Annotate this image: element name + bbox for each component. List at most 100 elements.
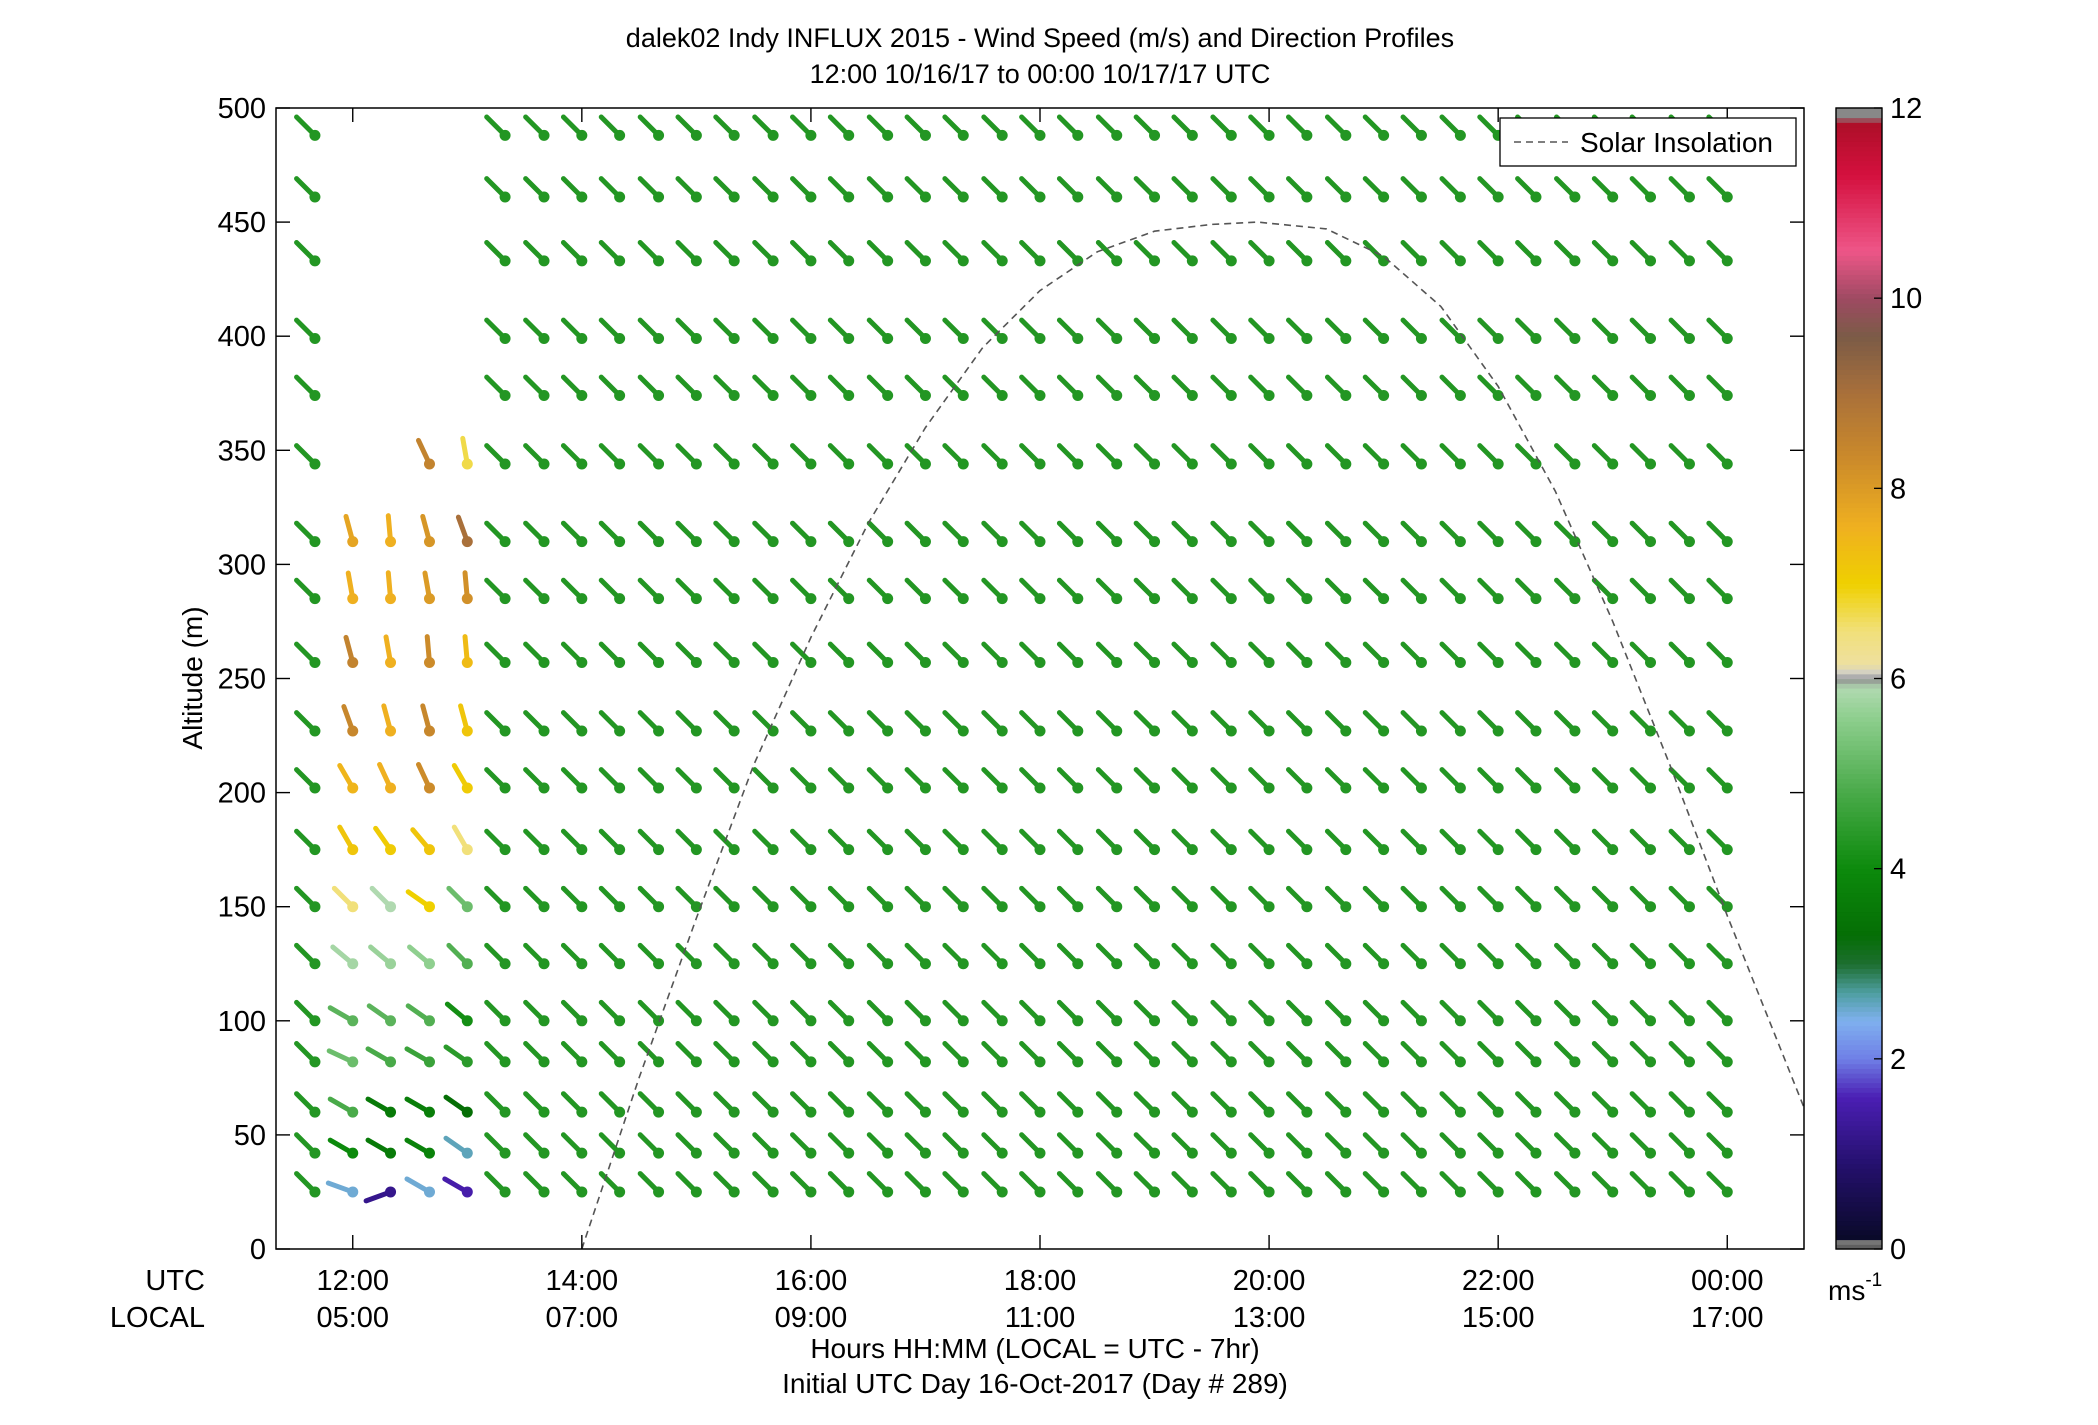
wind-barb-dot	[805, 191, 817, 203]
colorbar-segment	[1836, 963, 1882, 970]
wind-barb-dot	[1072, 782, 1084, 794]
wind-barb	[1439, 443, 1466, 470]
wind-barb-dot	[1530, 1147, 1542, 1159]
wind-barb-dot	[767, 1186, 779, 1198]
wind-barb-dot	[1111, 958, 1123, 970]
wind-barb	[1324, 520, 1352, 548]
wind-barb	[294, 1171, 321, 1198]
colorbar-segment	[1836, 349, 1882, 356]
wind-barb-dot	[728, 129, 740, 141]
wind-barb-dot	[1683, 332, 1695, 344]
wind-barb-dot	[843, 1106, 855, 1118]
wind-barb	[1439, 374, 1466, 402]
colorbar-segment	[1836, 1243, 1882, 1250]
wind-barb-dot	[385, 593, 397, 605]
wind-barb	[866, 520, 894, 548]
wind-barb-dot	[728, 725, 740, 737]
wind-barb-dot	[538, 1056, 550, 1068]
wind-barb	[1629, 999, 1657, 1027]
wind-barb	[942, 885, 969, 913]
wind-barb	[1362, 828, 1390, 856]
wind-barb	[1668, 176, 1695, 203]
wind-barb-dot	[1263, 1056, 1275, 1068]
colorbar-segment	[1836, 853, 1882, 860]
colorbar-segment	[1836, 440, 1882, 447]
wind-barb	[1591, 942, 1619, 970]
wind-barb-dot	[1645, 1056, 1657, 1068]
wind-barb-dot	[728, 1056, 740, 1068]
wind-barb-dot	[309, 901, 321, 913]
wind-barb	[1629, 1171, 1657, 1198]
wind-barb-dot	[347, 1147, 359, 1159]
wind-barb-dot	[882, 725, 894, 737]
wind-barb	[752, 374, 779, 402]
wind-barb	[1400, 641, 1427, 669]
colorbar-segment	[1836, 820, 1882, 827]
colorbar-segment	[1836, 753, 1882, 760]
wind-barb	[484, 641, 511, 669]
wind-barb-dot	[347, 844, 359, 856]
wind-barb-dot	[347, 1186, 359, 1198]
wind-barb	[560, 942, 588, 970]
wind-barb-dot	[1645, 458, 1657, 470]
wind-barb-dot	[1034, 332, 1046, 344]
colorbar-segment	[1836, 292, 1882, 299]
wind-barb-dot	[538, 332, 550, 344]
wind-barb	[1515, 1091, 1542, 1118]
wind-barb-dot	[843, 782, 855, 794]
wind-barb-dot	[423, 1056, 435, 1068]
wind-barb-dot	[1645, 1186, 1657, 1198]
wind-barb-dot	[499, 1186, 511, 1198]
wind-barb	[827, 1132, 855, 1159]
wind-barb-dot	[1415, 129, 1427, 141]
wind-barb-dot	[653, 725, 665, 737]
wind-barb	[1285, 1132, 1313, 1159]
wind-barb-dot	[1378, 536, 1390, 548]
wind-barb-dot	[1263, 332, 1275, 344]
wind-barb-dot	[309, 958, 321, 970]
wind-barb-dot	[996, 1015, 1008, 1027]
wind-barb	[1171, 1171, 1198, 1198]
wind-barb-dot	[805, 1186, 817, 1198]
colorbar-segment	[1836, 240, 1882, 247]
wind-barb-dot	[882, 1015, 894, 1027]
wind-barb	[1285, 240, 1313, 267]
wind-barb	[1668, 520, 1695, 548]
wind-barb-dot	[996, 958, 1008, 970]
x-axis-label: Hours HH:MM (LOCAL = UTC - 7hr)	[810, 1333, 1259, 1364]
wind-barb-dot	[576, 725, 588, 737]
wind-barb-dot	[1186, 958, 1198, 970]
wind-barb-dot	[805, 536, 817, 548]
wind-barb-dot	[1263, 657, 1275, 669]
x-tick-label-utc: 18:00	[1004, 1265, 1077, 1297]
wind-barb	[1171, 1091, 1198, 1118]
wind-barb-dot	[957, 1186, 969, 1198]
wind-barb	[942, 999, 969, 1027]
wind-barb	[1400, 710, 1427, 737]
wind-barb-dot	[1721, 725, 1733, 737]
wind-barb	[377, 761, 397, 794]
wind-barb	[981, 710, 1008, 737]
wind-barb-dot	[1186, 332, 1198, 344]
wind-barb-dot	[1530, 1015, 1542, 1027]
wind-barb	[1591, 1171, 1619, 1198]
wind-barb	[1439, 176, 1466, 203]
wind-barb	[981, 828, 1008, 856]
colorbar-segment	[1836, 1205, 1882, 1212]
colorbar-segment	[1836, 758, 1882, 765]
colorbar-segment	[1836, 188, 1882, 195]
wind-barb	[1477, 1040, 1504, 1068]
wind-barb-dot	[1301, 657, 1313, 669]
wind-barb-dot	[538, 593, 550, 605]
wind-barb	[1324, 176, 1352, 203]
wind-barb-dot	[1340, 958, 1352, 970]
wind-barb	[1324, 114, 1352, 141]
wind-barb-dot	[1415, 1147, 1427, 1159]
wind-barb-dot	[919, 536, 931, 548]
wind-barb-dot	[996, 1106, 1008, 1118]
wind-barb-dot	[957, 255, 969, 267]
wind-barb	[1515, 240, 1542, 267]
colorbar-segment	[1836, 145, 1882, 152]
wind-barb	[790, 114, 817, 141]
wind-barb	[904, 577, 931, 605]
